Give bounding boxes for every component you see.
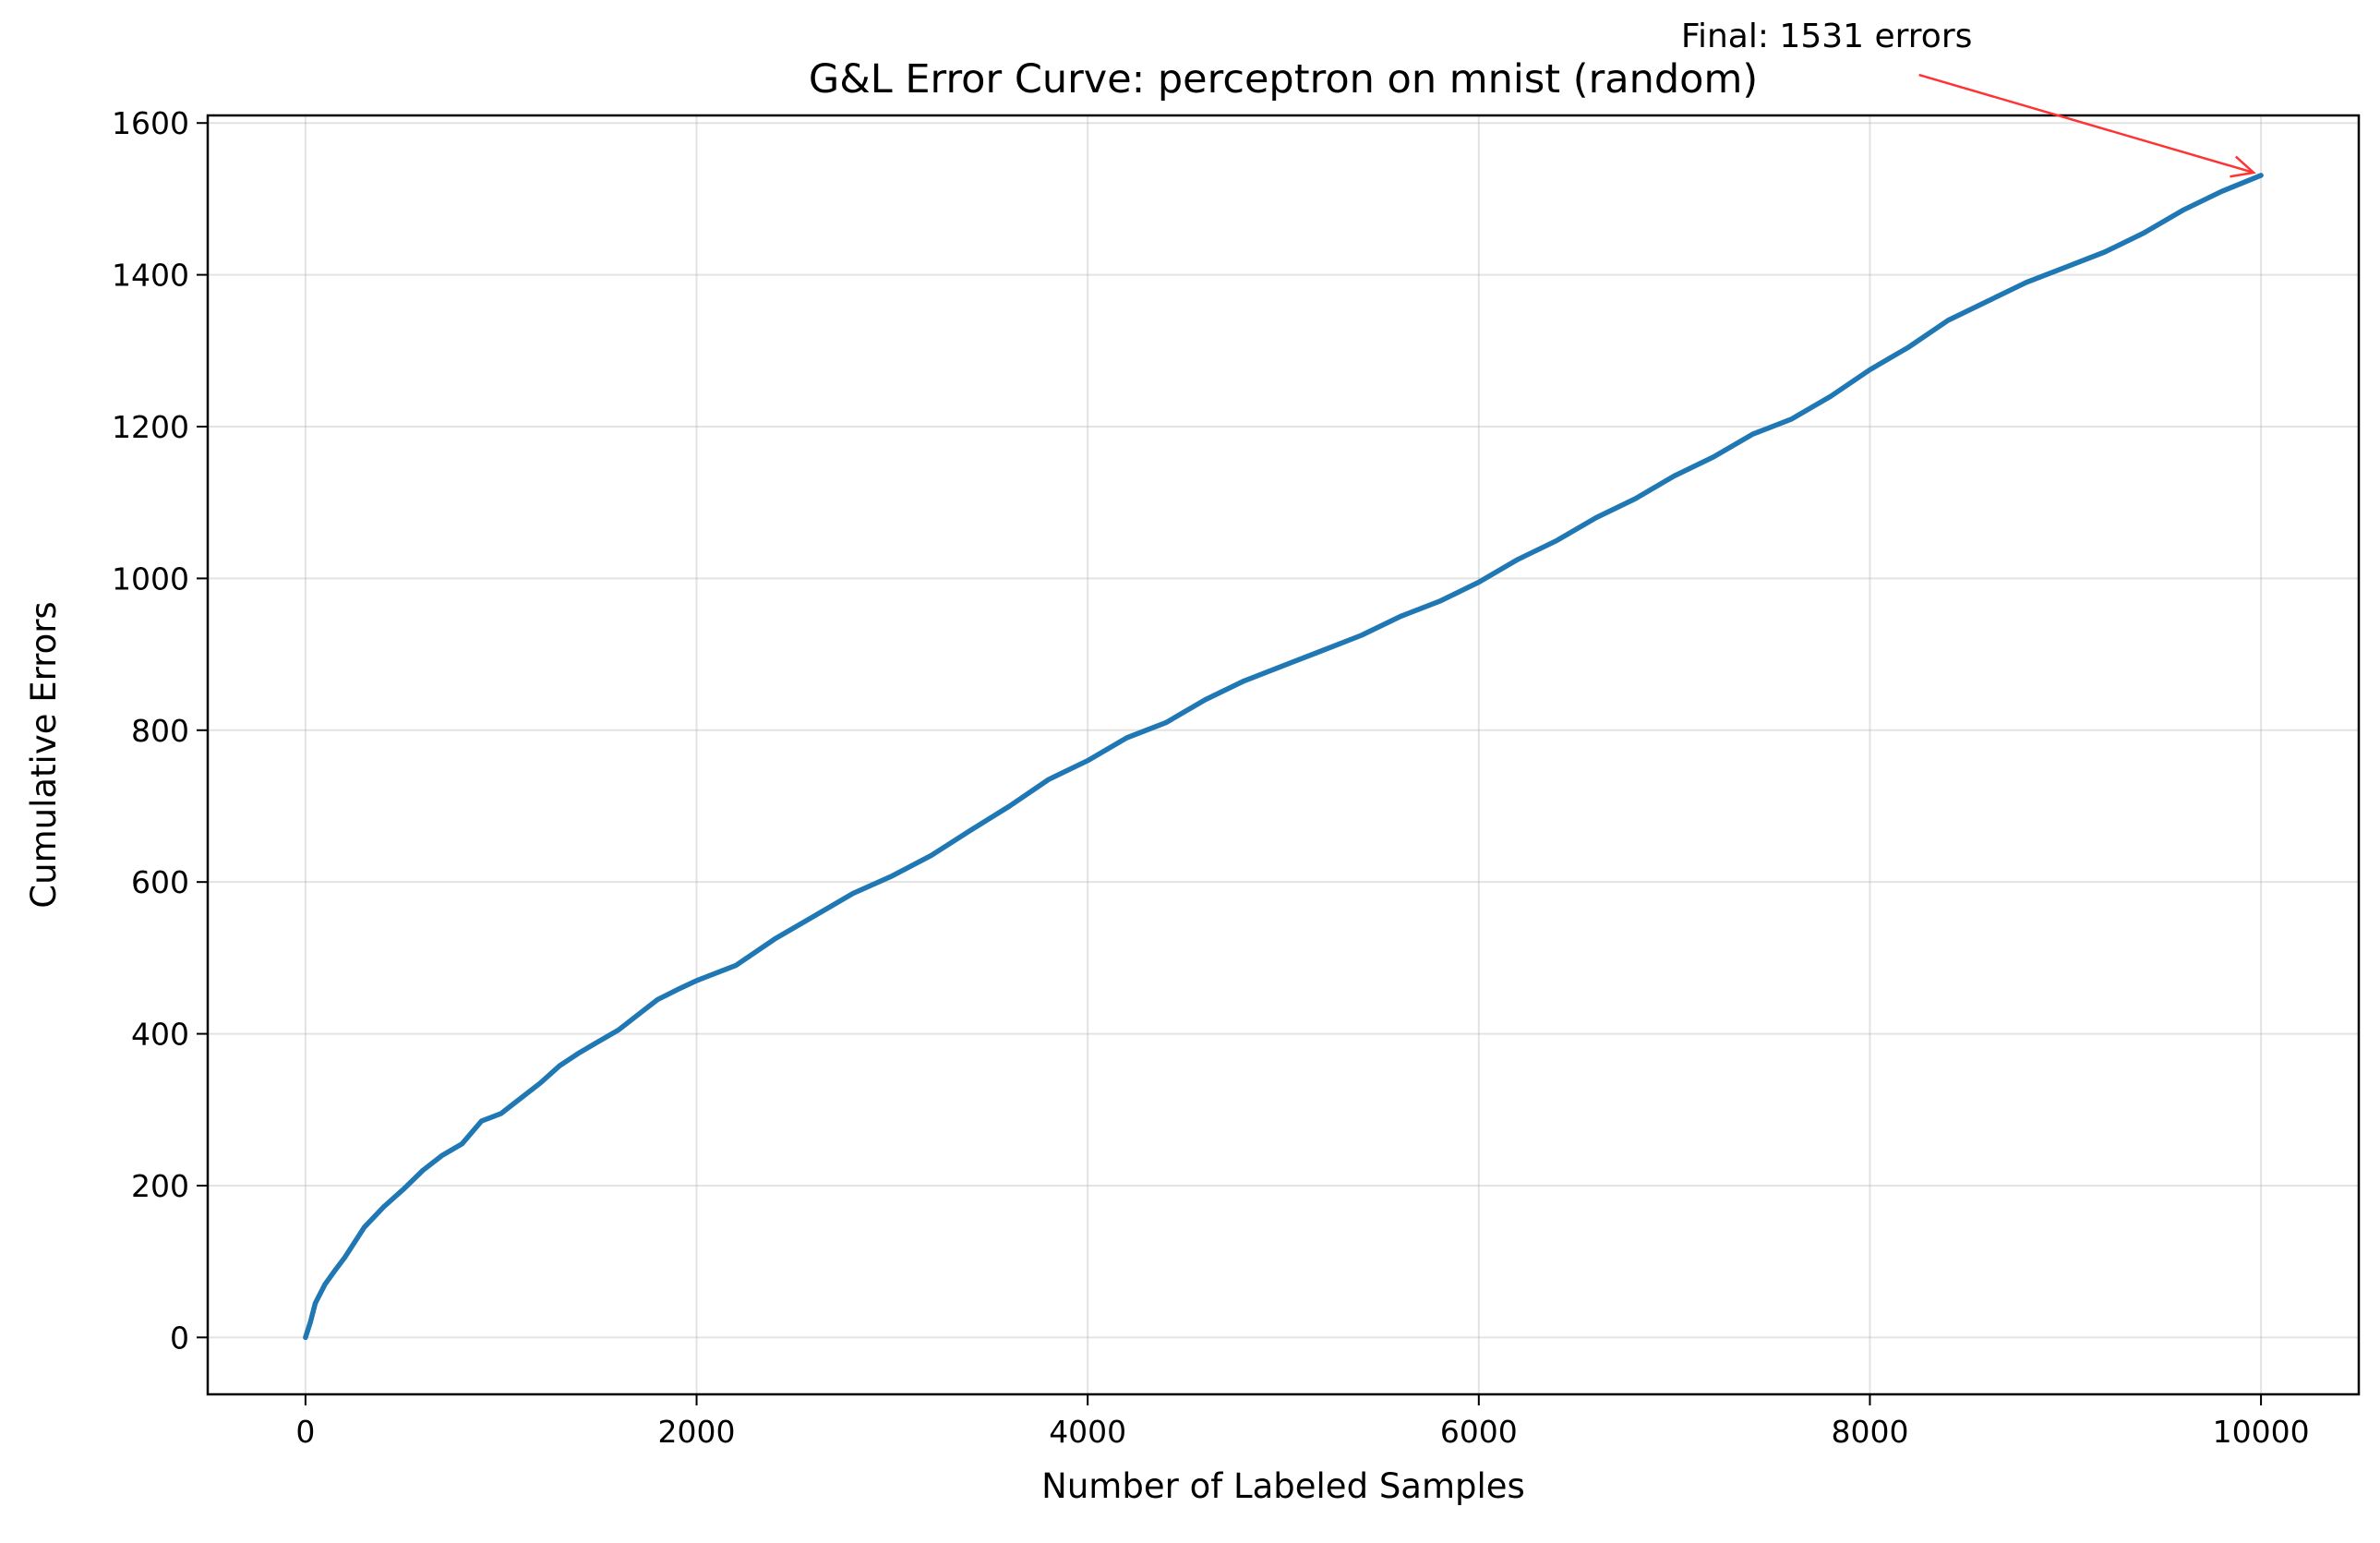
x-tick-label: 0 [295,1414,315,1450]
x-tick-label: 4000 [1049,1414,1126,1450]
grid [208,115,2359,1394]
y-tick-label: 200 [131,1168,189,1204]
series-layer [303,173,2264,1341]
x-tick-label: 8000 [1831,1414,1908,1450]
final-errors-annotation: Final: 1531 errors [1681,18,1973,55]
annotation: Final: 1531 errors [1681,18,2256,178]
y-tick-label: 1400 [112,258,189,294]
y-axis-label: Cumulative Errors [24,601,64,908]
x-tick-label: 10000 [2213,1414,2310,1450]
y-tick-label: 1600 [112,105,189,141]
annotation-arrow [1918,73,2254,175]
chart-title: G&L Error Curve: perceptron on mnist (ra… [809,56,1758,102]
x-tick-label: 2000 [658,1414,736,1450]
y-tick-label: 600 [131,864,189,900]
x-axis-label: Number of Labeled Samples [1041,1466,1525,1506]
annotation-arrowhead [2230,155,2256,178]
y-tick-label: 1000 [112,561,189,597]
y-tick-label: 1200 [112,409,189,445]
y-tick-label: 400 [131,1017,189,1053]
series-line [303,173,2264,1341]
x-tick-label: 6000 [1440,1414,1518,1450]
plot-frame [206,114,2361,1396]
y-tick-label: 800 [131,713,189,749]
ticks: 0 2000 4000 6000 8000 10000 0 200 400 600 800 1000 1… [112,105,2310,1450]
y-tick-label: 0 [170,1320,189,1356]
